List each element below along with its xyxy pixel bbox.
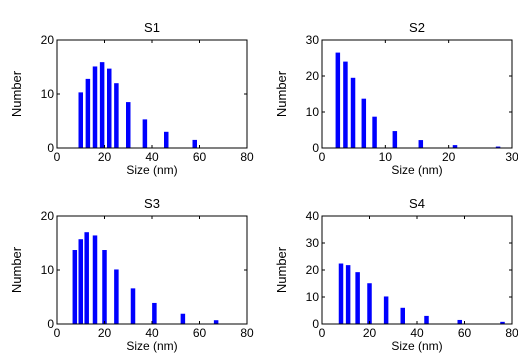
chart-4-title: S4: [409, 196, 425, 211]
chart-3-y-tick-label: 20: [41, 209, 55, 223]
chart-1-plot-frame: [56, 39, 248, 149]
chart-4-y-tick-label: 0: [312, 317, 319, 331]
chart-1-bar: [164, 131, 169, 148]
chart-4-bar: [355, 272, 360, 324]
chart-4-bar: [500, 321, 505, 324]
chart-4-x-tick-label: 60: [458, 326, 472, 340]
chart-1-bar: [92, 66, 98, 148]
chart-2-bar: [335, 52, 341, 148]
chart-1-x-tick-label: 20: [98, 150, 112, 164]
chart-3-x-axis-label: Size (nm): [126, 339, 177, 353]
chart-1-bar: [192, 139, 197, 148]
chart-1-x-tick-label: 0: [54, 150, 61, 164]
chart-2-x-tick-label: 20: [442, 150, 456, 164]
chart-3-bar: [130, 288, 136, 324]
chart-1-x-tick-label: 80: [240, 150, 254, 164]
chart-3-bar: [72, 250, 78, 324]
chart-1-x-tick-label: 40: [145, 150, 159, 164]
chart-4-bar: [345, 265, 351, 324]
chart-3-y-tick-label: 0: [47, 317, 54, 331]
chart-1-x-axis-label: Size (nm): [126, 163, 177, 177]
chart-1-bar: [99, 62, 105, 148]
chart-1-bar: [85, 78, 91, 148]
chart-3-x-tick-label: 80: [240, 326, 254, 340]
chart-2-y-axis-label: Number: [274, 70, 289, 117]
chart-4-x-tick-label: 20: [363, 326, 377, 340]
chart-3-bar: [114, 269, 119, 324]
chart-4-y-tick-label: 20: [306, 263, 320, 277]
chart-1-y-axis-label: Number: [9, 70, 24, 117]
chart-2-bar: [452, 145, 458, 148]
chart-3-x-tick-label: 40: [145, 326, 159, 340]
chart-4-y-axis-label: Number: [274, 246, 289, 293]
chart-1-bar: [126, 102, 131, 148]
chart-1-bar: [142, 119, 148, 148]
chart-3-bar: [78, 239, 83, 324]
chart-4-y-tick-label: 10: [306, 290, 320, 304]
chart-3-x-tick-label: 60: [193, 326, 207, 340]
chart-4-bar: [338, 263, 344, 324]
chart-3-bar: [84, 232, 89, 324]
chart-3-y-axis-label: Number: [9, 246, 24, 293]
chart-2-plot-frame: [321, 39, 513, 149]
chart-2-y-tick-label: 30: [306, 33, 320, 47]
chart-4-x-tick-label: 80: [505, 326, 518, 340]
chart-2-x-tick-label: 10: [379, 150, 393, 164]
chart-1-title: S1: [144, 20, 160, 35]
chart-2-y-tick-label: 10: [306, 105, 320, 119]
chart-2-bar: [495, 146, 501, 148]
chart-1-y-tick-label: 10: [41, 87, 55, 101]
chart-3-bar: [102, 250, 107, 324]
chart-1-bar: [78, 92, 83, 148]
chart-3-x-tick-label: 20: [98, 326, 112, 340]
chart-3-y-tick-label: 10: [41, 263, 55, 277]
chart-2-bar: [372, 116, 377, 148]
chart-4-x-tick-label: 0: [319, 326, 326, 340]
chart-1-x-tick-label: 60: [193, 150, 207, 164]
chart-2-x-tick-label: 30: [505, 150, 518, 164]
chart-2-y-tick-label: 0: [312, 141, 319, 155]
chart-4-bar: [457, 319, 462, 324]
chart-4-plot-frame: [321, 215, 513, 325]
chart-3-bar: [213, 320, 219, 324]
chart-3-bar: [92, 235, 98, 324]
chart-4-y-tick-label: 30: [306, 236, 320, 250]
chart-4-y-tick-label: 40: [306, 209, 320, 223]
chart-1-bar: [107, 68, 112, 148]
chart-1-bar: [114, 83, 119, 148]
chart-4-x-axis-label: Size (nm): [391, 339, 442, 353]
chart-1-y-tick-label: 20: [41, 33, 55, 47]
chart-1-y-tick-label: 0: [47, 141, 54, 155]
chart-2-bar: [361, 98, 367, 148]
chart-2-bar: [343, 61, 348, 148]
chart-2-bar: [392, 131, 398, 148]
chart-4-bar: [383, 296, 389, 324]
chart-4-bar: [400, 307, 405, 324]
chart-3-x-tick-label: 0: [54, 326, 61, 340]
chart-2-y-tick-label: 20: [306, 69, 320, 83]
chart-2-x-tick-label: 0: [319, 150, 326, 164]
chart-3-title: S3: [144, 196, 160, 211]
chart-2-x-axis-label: Size (nm): [391, 163, 442, 177]
chart-2-bar: [350, 77, 356, 148]
chart-2-bar: [418, 140, 424, 148]
chart-4-bar: [424, 315, 429, 324]
chart-3-bar: [152, 302, 157, 324]
chart-2-title: S2: [409, 20, 425, 35]
chart-3-bar: [180, 313, 186, 324]
chart-4-bar: [367, 283, 372, 324]
chart-4-x-tick-label: 40: [410, 326, 424, 340]
